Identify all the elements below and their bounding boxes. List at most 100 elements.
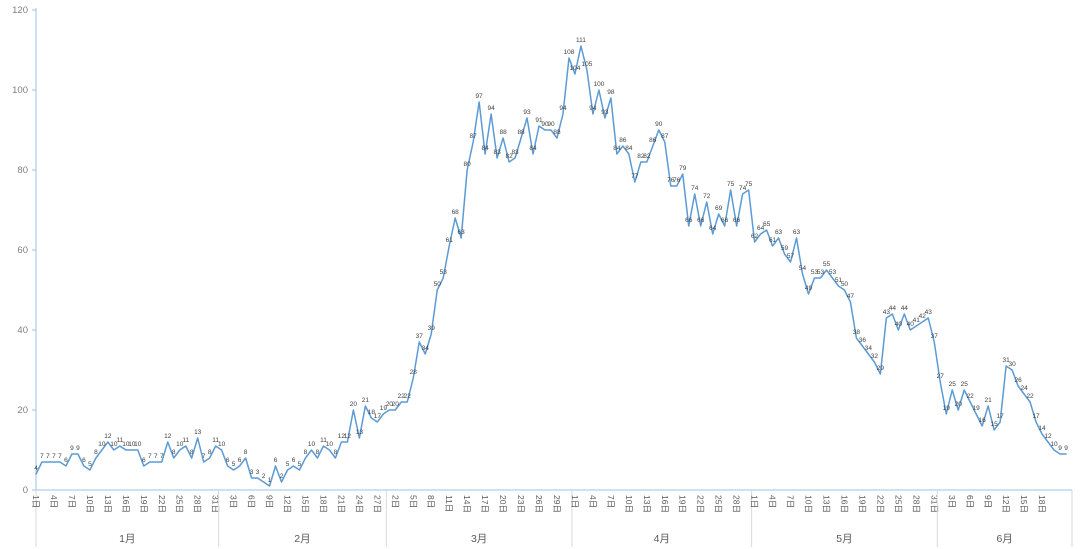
month-label: 1月 [119,533,135,545]
data-label: 7 [154,453,158,460]
data-label: 7 [52,453,56,460]
data-label: 84 [625,145,633,152]
y-tick-label: 0 [23,485,28,496]
data-label: 11 [320,437,327,444]
data-label: 10 [176,441,184,448]
data-label: 66 [721,217,729,224]
data-label: 5 [298,461,302,468]
data-label: 17 [1032,413,1040,420]
x-tick-label: 2日 [390,495,400,508]
data-label: 53 [811,269,819,276]
data-label: 82 [637,153,645,160]
data-label: 90 [547,121,555,128]
data-label: 34 [865,345,873,352]
data-label: 4 [34,465,38,472]
x-tick-label: 13日 [821,495,831,513]
x-axis: 1日 4日 7日 10日 13日 16日 19日 22日 25日 28日 31日 1月 3日 6日 9日 12… [31,489,1073,547]
x-tick-label: 25日 [714,495,724,513]
data-label: 61 [769,237,777,244]
data-label: 74 [691,185,699,192]
data-label: 87 [661,133,669,140]
data-label: 28 [410,369,418,376]
month-label: 5月 [836,533,852,545]
y-tick-label: 20 [17,405,28,416]
data-label: 84 [482,145,490,152]
data-label: 53 [817,269,825,276]
data-label: 84 [529,145,537,152]
data-label: 9 [76,445,80,452]
data-label: 8 [190,449,194,456]
data-label: 94 [559,105,567,112]
data-label: 20 [955,401,963,408]
data-label: 12 [1044,433,1052,440]
data-label: 12 [338,433,346,440]
data-label: 97 [476,93,484,100]
data-label: 26 [1014,377,1022,384]
month-label: 6月 [996,533,1012,545]
data-label: 36 [859,337,867,344]
data-label: 24 [1020,385,1028,392]
y-tick-label: 100 [12,85,28,96]
data-label: 42 [919,313,927,320]
data-label: 82 [643,153,651,160]
data-label: 88 [553,129,561,136]
data-label: 8 [334,449,338,456]
data-label: 1 [268,477,272,484]
data-label: 64 [709,225,717,232]
data-label: 108 [564,49,575,56]
data-label: 6 [82,457,86,464]
data-label: 40 [907,321,915,328]
data-label: 6 [238,457,242,464]
data-label: 5 [88,461,92,468]
x-tick-label: 28日 [193,495,203,513]
data-label: 83 [511,149,519,156]
x-tick-label: 19日 [139,495,149,513]
data-label: 75 [727,181,735,188]
data-label: 66 [733,217,741,224]
data-label: 59 [781,245,789,252]
data-label: 43 [925,309,933,316]
x-tick-label: 10日 [804,495,814,513]
x-tick-label: 25日 [175,495,185,513]
data-label: 76 [673,177,681,184]
data-label: 10 [128,441,136,448]
data-label: 3 [256,469,260,476]
data-label: 93 [523,109,531,116]
data-label: 44 [901,305,909,312]
x-tick-label: 6日 [247,495,257,508]
data-label: 90 [655,121,663,128]
x-tick-label: 1日 [750,495,760,508]
data-label: 86 [619,137,627,144]
data-label: 8 [244,449,248,456]
x-tick-label: 12日 [283,495,293,513]
data-label: 9 [1064,445,1068,452]
data-label: 11 [182,437,189,444]
data-label: 12 [164,433,172,440]
data-label: 63 [775,229,783,236]
data-label: 41 [913,317,921,324]
data-label: 88 [517,129,525,136]
x-tick-label: 18日 [318,495,328,513]
x-tick-label: 16日 [839,495,849,513]
data-label: 10 [1050,441,1058,448]
x-tick-label: 17日 [480,495,490,513]
data-label: 8 [316,449,320,456]
x-tick-label: 29日 [552,495,562,513]
data-label: 7 [40,453,44,460]
x-tick-label: 7日 [786,495,796,508]
data-label: 63 [458,229,466,236]
x-tick-label: 22日 [875,495,885,513]
data-label: 21 [362,397,370,404]
x-tick-label: 28日 [732,495,742,513]
data-label: 38 [853,329,861,336]
data-label: 76 [667,177,675,184]
month-label: 4月 [654,533,670,545]
x-tick-label: 12日 [1001,495,1011,513]
data-label: 43 [883,309,891,316]
data-label: 11 [212,437,219,444]
data-label: 10 [110,441,118,448]
data-label: 65 [763,221,771,228]
x-tick-label: 26日 [534,495,544,513]
data-label: 8 [172,449,176,456]
